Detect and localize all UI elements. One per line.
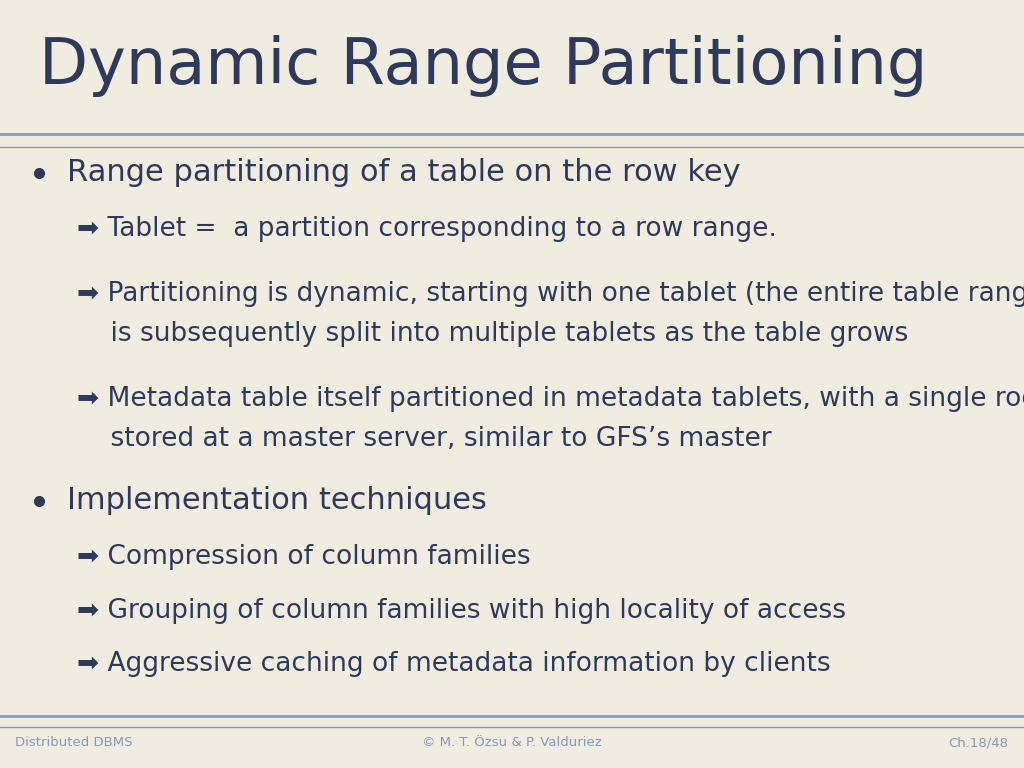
Text: ➡ Partitioning is dynamic, starting with one tablet (the entire table range) whi: ➡ Partitioning is dynamic, starting with… — [77, 281, 1024, 307]
Text: stored at a master server, similar to GFS’s master: stored at a master server, similar to GF… — [77, 426, 771, 452]
Text: Ch.18/48: Ch.18/48 — [948, 737, 1009, 749]
Text: Dynamic Range Partitioning: Dynamic Range Partitioning — [39, 35, 928, 97]
Text: is subsequently split into multiple tablets as the table grows: is subsequently split into multiple tabl… — [77, 321, 908, 347]
Text: ➡ Grouping of column families with high locality of access: ➡ Grouping of column families with high … — [77, 598, 846, 624]
Text: ➡ Tablet =  a partition corresponding to a row range.: ➡ Tablet = a partition corresponding to … — [77, 216, 776, 242]
Text: Distributed DBMS: Distributed DBMS — [15, 737, 133, 749]
Text: ➡ Aggressive caching of metadata information by clients: ➡ Aggressive caching of metadata informa… — [77, 651, 830, 677]
Text: Implementation techniques: Implementation techniques — [67, 486, 486, 515]
Text: Range partitioning of a table on the row key: Range partitioning of a table on the row… — [67, 158, 740, 187]
Text: © M. T. Özsu & P. Valduriez: © M. T. Özsu & P. Valduriez — [422, 737, 602, 749]
Text: ➡ Compression of column families: ➡ Compression of column families — [77, 544, 530, 570]
Text: ➡ Metadata table itself partitioned in metadata tablets, with a single root tabl: ➡ Metadata table itself partitioned in m… — [77, 386, 1024, 412]
